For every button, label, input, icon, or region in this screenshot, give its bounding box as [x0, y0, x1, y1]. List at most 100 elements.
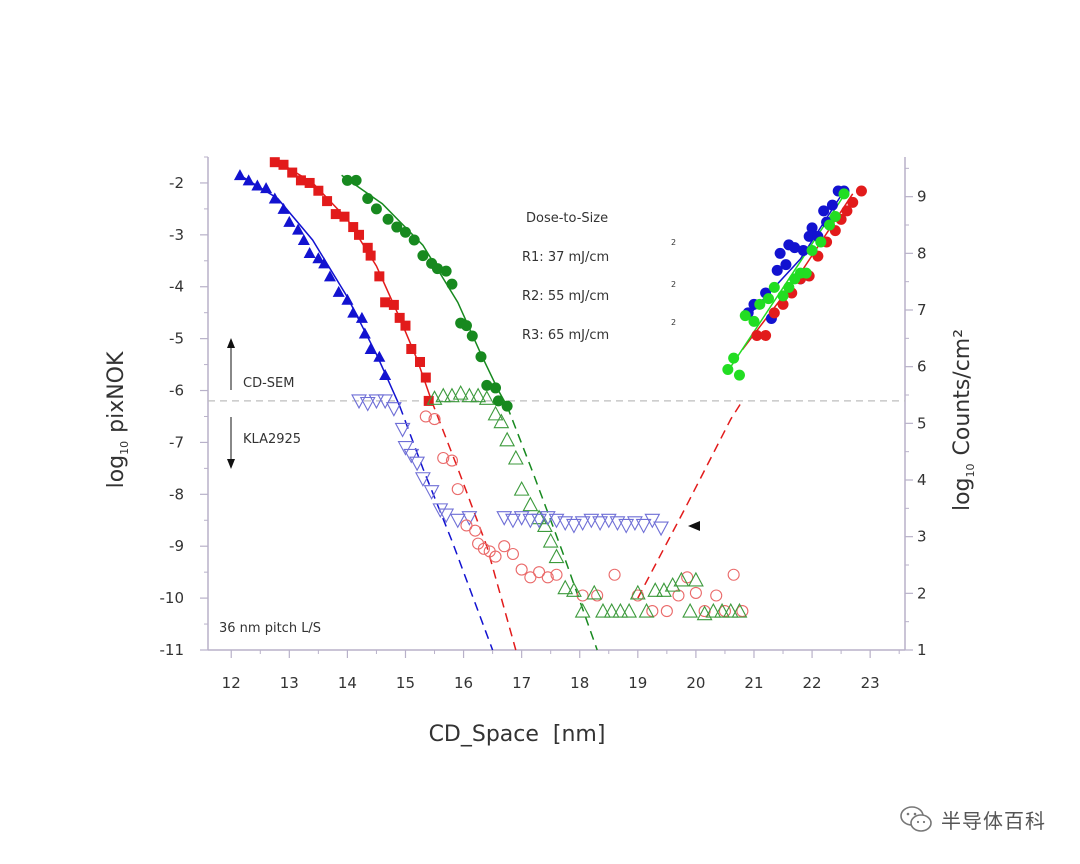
- data-point-R1-kla-flat: [513, 511, 530, 526]
- dose-title: Dose-to-Size: [526, 211, 608, 226]
- data-point-R1-cdsem: [260, 182, 273, 194]
- data-point-R3-kla: [647, 582, 664, 597]
- data-point-R1-counts: [818, 205, 830, 217]
- data-point-R1-kla: [385, 402, 402, 417]
- data-point-R3-counts: [733, 369, 745, 381]
- data-point-R1-kla: [403, 448, 420, 464]
- data-point-R2-kla: [608, 568, 621, 581]
- data-point-R2-cdsem: [322, 196, 333, 207]
- data-point-R2-kla: [541, 571, 554, 584]
- data-point-R2-counts: [841, 205, 853, 217]
- data-point-R2-kla: [736, 605, 749, 618]
- data-point-R1-cdsem: [297, 234, 310, 246]
- data-point-R3-kla: [493, 413, 510, 429]
- arrow-down-head-icon: [227, 459, 235, 469]
- data-point-R2-cdsem: [348, 222, 359, 233]
- data-point-R1-counts: [806, 222, 818, 234]
- dose-r1: R1: 37 mJ/cm: [522, 250, 609, 265]
- data-point-R2-cdsem: [330, 209, 341, 220]
- data-point-R1-kla-flat: [566, 518, 582, 534]
- data-point-R1-kla: [394, 422, 411, 438]
- data-point-R2-kla: [445, 454, 459, 467]
- data-point-R3-cdsem: [382, 213, 394, 225]
- data-point-R3-kla: [664, 576, 681, 592]
- data-point-R1-cdsem: [341, 293, 354, 305]
- y-left-tick-label: -5: [169, 330, 184, 348]
- dose-r1-sup: 2: [671, 238, 676, 247]
- fit-curve-counts-dashed: [637, 400, 744, 599]
- x-tick-label: 17: [512, 674, 531, 692]
- data-point-R1-cdsem: [364, 343, 377, 355]
- data-point-R1-cdsem: [323, 270, 336, 282]
- data-point-R1-cdsem: [355, 311, 368, 323]
- data-point-R1-kla-flat: [626, 516, 643, 532]
- y-right-tick-label: 7: [917, 301, 927, 319]
- data-point-R3-kla: [566, 582, 582, 597]
- data-point-R1-cdsem: [233, 169, 246, 181]
- watermark-text: 半导体百科: [941, 808, 1046, 833]
- data-point-R2-kla: [498, 540, 511, 553]
- data-point-R2-counts: [777, 298, 789, 310]
- data-point-R1-kla: [409, 456, 426, 472]
- data-point-R1-cdsem: [332, 285, 345, 297]
- data-point-R1-cdsem: [242, 174, 255, 186]
- x-tick-label: 18: [570, 674, 589, 692]
- y-right-title-name: Counts/cm²: [950, 329, 975, 456]
- fit-curve-counts-r3: [730, 190, 848, 368]
- data-point-R3-kla: [714, 602, 730, 618]
- data-point-R3-kla: [612, 602, 629, 618]
- data-point-R1-kla: [414, 472, 431, 487]
- data-point-R3-kla: [705, 602, 722, 618]
- data-point-R2-cdsem: [354, 229, 365, 240]
- data-point-R3-counts: [800, 267, 812, 279]
- data-point-R1-kla: [432, 503, 449, 519]
- x-tick-label: 19: [628, 674, 647, 692]
- data-point-R1-kla-flat: [653, 521, 669, 537]
- data-point-R3-cdsem: [492, 395, 504, 407]
- pitch-label: 36 nm pitch L/S: [219, 621, 321, 636]
- data-point-R3-cdsem: [362, 193, 374, 205]
- x-tick-label: 12: [222, 674, 241, 692]
- data-point-R1-cdsem: [303, 247, 316, 259]
- data-point-R2-kla: [451, 483, 464, 496]
- data-point-R3-kla: [478, 390, 495, 405]
- data-point-R1-kla: [449, 513, 466, 529]
- y-left-title-name: pixNOK: [104, 351, 129, 433]
- data-point-R3-kla: [586, 584, 603, 600]
- data-point-R3-kla: [487, 405, 504, 421]
- data-point-R2-counts: [768, 307, 780, 319]
- data-point-R3-cdsem: [341, 174, 353, 186]
- data-point-R2-cdsem: [269, 157, 280, 168]
- y-left-title-prefix: log: [104, 455, 129, 489]
- x-tick-label: 21: [744, 674, 763, 692]
- y-right-title-prefix: log: [950, 478, 975, 512]
- data-point-R1-cdsem: [292, 223, 305, 235]
- data-point-R2-kla: [437, 451, 450, 465]
- data-point-R3-cdsem: [481, 379, 493, 391]
- data-point-R3-kla: [542, 532, 559, 548]
- data-point-R1-kla-flat: [618, 518, 635, 534]
- data-point-R2-cdsem: [423, 395, 434, 406]
- dose-r2-sup: 2: [671, 280, 676, 289]
- data-point-R2-cdsem: [406, 344, 417, 355]
- y-right-tick-label: 8: [917, 244, 927, 262]
- data-point-R2-kla: [506, 547, 519, 561]
- data-point-R3-counts: [763, 293, 775, 305]
- data-point-R3-cdsem: [408, 234, 420, 246]
- data-point-R1-kla-flat: [496, 511, 513, 526]
- data-point-R3-kla: [687, 571, 704, 587]
- curves-layer: [208, 158, 905, 651]
- y-right-tick-label: 6: [917, 358, 927, 376]
- data-point-R2-cdsem: [313, 185, 324, 196]
- data-point-R3-counts: [728, 352, 740, 364]
- data-point-R3-kla: [507, 449, 524, 465]
- data-point-R1-counts: [774, 247, 786, 259]
- data-point-R3-cdsem: [391, 221, 403, 233]
- data-point-R3-cdsem: [440, 265, 452, 277]
- fit-curve-r1-dashed: [398, 405, 494, 651]
- axes-layer: 12 13 14 15 16 17 18 19 20 21 22 23-2-3-4-5-6-7-8-9…: [160, 156, 927, 692]
- data-point-R1-kla-flat: [644, 513, 661, 529]
- data-point-R3-counts: [722, 364, 734, 375]
- data-point-R1-kla-flat: [583, 513, 600, 529]
